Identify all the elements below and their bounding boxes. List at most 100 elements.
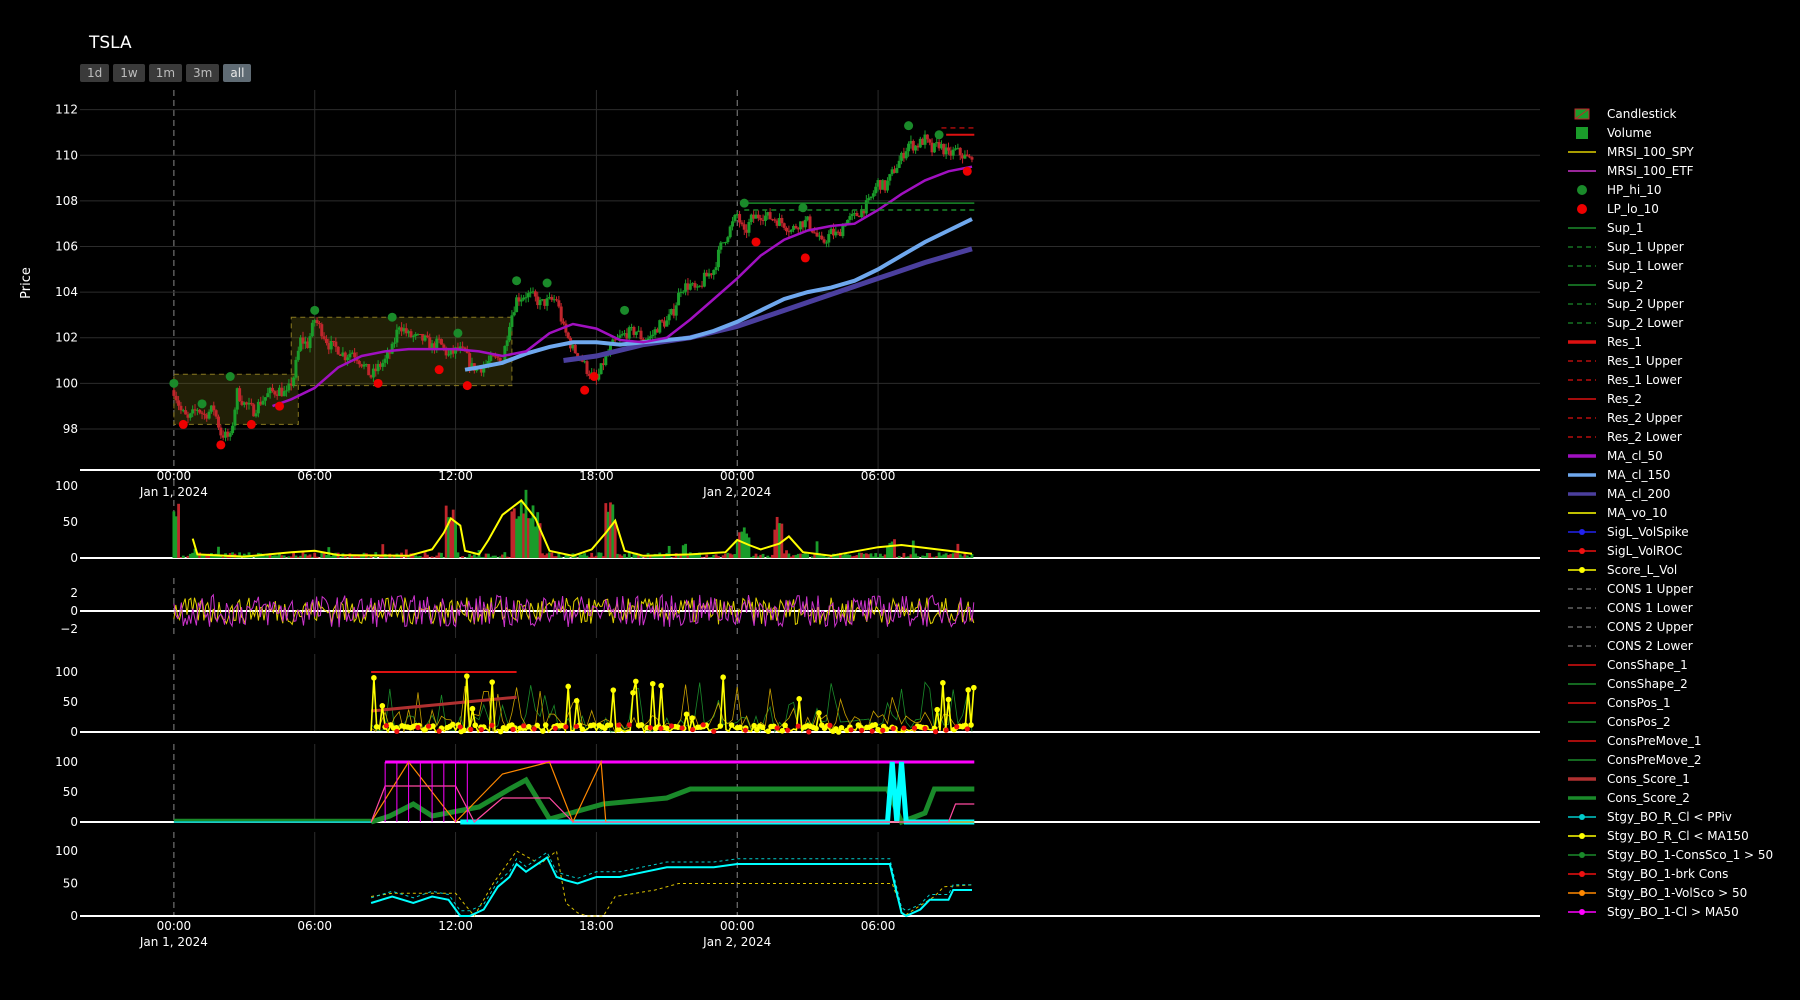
candle-body bbox=[597, 374, 601, 380]
volume-bar bbox=[963, 553, 967, 558]
chart-svg[interactable]: 98 100 102 104 106 108 110 112 0 50 100 −2 0 2 0 50 100 0… bbox=[0, 0, 1540, 1000]
sigl-volroc-marker bbox=[964, 726, 970, 732]
legend-item[interactable]: Sup_1 bbox=[1568, 218, 1798, 237]
legend-item[interactable]: Res_1 Upper bbox=[1568, 351, 1798, 370]
volume-bar bbox=[667, 545, 671, 558]
candle-body bbox=[742, 224, 746, 230]
candle-body bbox=[648, 336, 652, 339]
legend-item[interactable]: ConsShape_1 bbox=[1568, 655, 1798, 674]
candle-body bbox=[310, 322, 314, 337]
legend-item[interactable]: Sup_2 Lower bbox=[1568, 313, 1798, 332]
legend-item[interactable]: Res_1 bbox=[1568, 332, 1798, 351]
legend-item[interactable]: SigL_VolSpike bbox=[1568, 522, 1798, 541]
legend-item[interactable]: Res_1 Lower bbox=[1568, 370, 1798, 389]
legend-item[interactable]: Sup_1 Upper bbox=[1568, 237, 1798, 256]
legend-item[interactable]: Volume bbox=[1568, 123, 1798, 142]
legend-item[interactable]: ConsPreMove_2 bbox=[1568, 750, 1798, 769]
legend-item[interactable]: Res_2 Upper bbox=[1568, 408, 1798, 427]
range-button-all[interactable]: all bbox=[223, 64, 252, 82]
candle-body bbox=[883, 180, 887, 191]
legend-item[interactable]: Stgy_BO_1-brk Cons bbox=[1568, 864, 1798, 883]
legend-item[interactable]: ConsShape_2 bbox=[1568, 674, 1798, 693]
legend-item[interactable]: Res_2 Lower bbox=[1568, 427, 1798, 446]
volume-bar bbox=[735, 541, 739, 558]
legend-item[interactable]: Stgy_BO_1-ConsSco_1 > 50 bbox=[1568, 845, 1798, 864]
candle-body bbox=[442, 344, 446, 348]
legend-swatch-icon bbox=[1568, 416, 1596, 419]
candle-body bbox=[545, 298, 549, 306]
hp-hi-marker bbox=[225, 372, 235, 381]
legend-item[interactable]: ConsPos_1 bbox=[1568, 693, 1798, 712]
volume-bar bbox=[325, 554, 328, 558]
candle-body bbox=[348, 353, 352, 358]
candle-body bbox=[881, 180, 885, 190]
legend-swatch-icon bbox=[1568, 283, 1596, 286]
legend-item[interactable]: CONS 2 Lower bbox=[1568, 636, 1798, 655]
legend-item[interactable]: HP_hi_10 bbox=[1568, 180, 1798, 199]
legend-item[interactable]: ConsPreMove_1 bbox=[1568, 731, 1798, 750]
hp-hi-marker bbox=[197, 399, 207, 409]
legend-item[interactable]: SigL_VolROC bbox=[1568, 541, 1798, 560]
legend-swatch-icon bbox=[1568, 663, 1596, 666]
legend-item[interactable]: MA_vo_10 bbox=[1568, 503, 1798, 522]
candle-body bbox=[385, 352, 389, 359]
legend-swatch-icon bbox=[1568, 870, 1596, 877]
legend-item[interactable]: Candlestick bbox=[1568, 104, 1798, 123]
legend-item[interactable]: MA_cl_200 bbox=[1568, 484, 1798, 503]
legend-item[interactable]: CONS 1 Upper bbox=[1568, 579, 1798, 598]
volume-bar bbox=[271, 555, 274, 558]
sigl-volroc-marker bbox=[679, 725, 685, 731]
volume-bar bbox=[212, 555, 216, 558]
y-tick-label: 0 bbox=[70, 909, 78, 923]
legend-item[interactable]: MRSI_100_ETF bbox=[1568, 161, 1798, 180]
candle-body bbox=[625, 333, 629, 339]
volume-bar bbox=[644, 556, 648, 558]
score-l-vol-marker bbox=[379, 703, 386, 709]
range-button-3m[interactable]: 3m bbox=[186, 64, 220, 82]
legend-label: MA_cl_200 bbox=[1607, 486, 1671, 501]
stgy-cyan-line bbox=[370, 856, 972, 918]
candle-body bbox=[529, 292, 533, 294]
legend-item[interactable]: ConsPos_2 bbox=[1568, 712, 1798, 731]
legend-swatch-icon bbox=[1568, 491, 1596, 496]
range-button-1d[interactable]: 1d bbox=[80, 64, 110, 82]
candle-body bbox=[240, 401, 244, 405]
legend-item[interactable]: Score_L_Vol bbox=[1568, 560, 1798, 579]
candle-body bbox=[862, 209, 866, 214]
candle-body bbox=[571, 344, 575, 349]
volume-bar bbox=[557, 553, 561, 558]
legend-item[interactable]: Sup_2 bbox=[1568, 275, 1798, 294]
legend-item[interactable]: Cons_Score_2 bbox=[1568, 788, 1798, 807]
range-button-1m[interactable]: 1m bbox=[148, 64, 183, 82]
legend-item[interactable]: CONS 2 Upper bbox=[1568, 617, 1798, 636]
legend-item[interactable]: MA_cl_150 bbox=[1568, 465, 1798, 484]
candle-body bbox=[698, 285, 702, 287]
volume-bar bbox=[576, 557, 580, 558]
volume-bar bbox=[611, 504, 615, 558]
legend-item[interactable]: Stgy_BO_1-VolSco > 50 bbox=[1568, 883, 1798, 902]
sigl-volroc-marker bbox=[573, 723, 580, 730]
legend-item[interactable]: Sup_2 Upper bbox=[1568, 294, 1798, 313]
volume-bar bbox=[660, 555, 664, 558]
candle-body bbox=[637, 330, 641, 332]
legend-item[interactable]: Cons_Score_1 bbox=[1568, 769, 1798, 788]
legend-item[interactable]: Stgy_BO_1-Cl > MA50 bbox=[1568, 902, 1798, 921]
legend-item[interactable]: CONS 1 Lower bbox=[1568, 598, 1798, 617]
legend-item[interactable]: LP_lo_10 bbox=[1568, 199, 1798, 218]
legend-item[interactable]: MA_cl_50 bbox=[1568, 446, 1798, 465]
lp-lo-marker bbox=[434, 365, 444, 375]
hp-hi-marker bbox=[798, 203, 808, 213]
legend-item[interactable]: Sup_1 Lower bbox=[1568, 256, 1798, 275]
legend-item[interactable]: MRSI_100_SPY bbox=[1568, 142, 1798, 161]
candle-body bbox=[533, 291, 537, 297]
range-button-1w[interactable]: 1w bbox=[113, 64, 145, 82]
legend-item[interactable]: Stgy_BO_R_Cl < PPiv bbox=[1568, 807, 1798, 826]
volume-bar bbox=[874, 553, 878, 558]
legend-item[interactable]: Stgy_BO_R_Cl < MA150 bbox=[1568, 826, 1798, 845]
candle-body bbox=[688, 283, 692, 290]
volume-bar bbox=[353, 555, 357, 558]
candle-body bbox=[928, 139, 932, 143]
sigl-volroc-marker bbox=[457, 724, 463, 730]
legend-item[interactable]: Res_2 bbox=[1568, 389, 1798, 408]
y-tick-label: 110 bbox=[55, 148, 78, 162]
